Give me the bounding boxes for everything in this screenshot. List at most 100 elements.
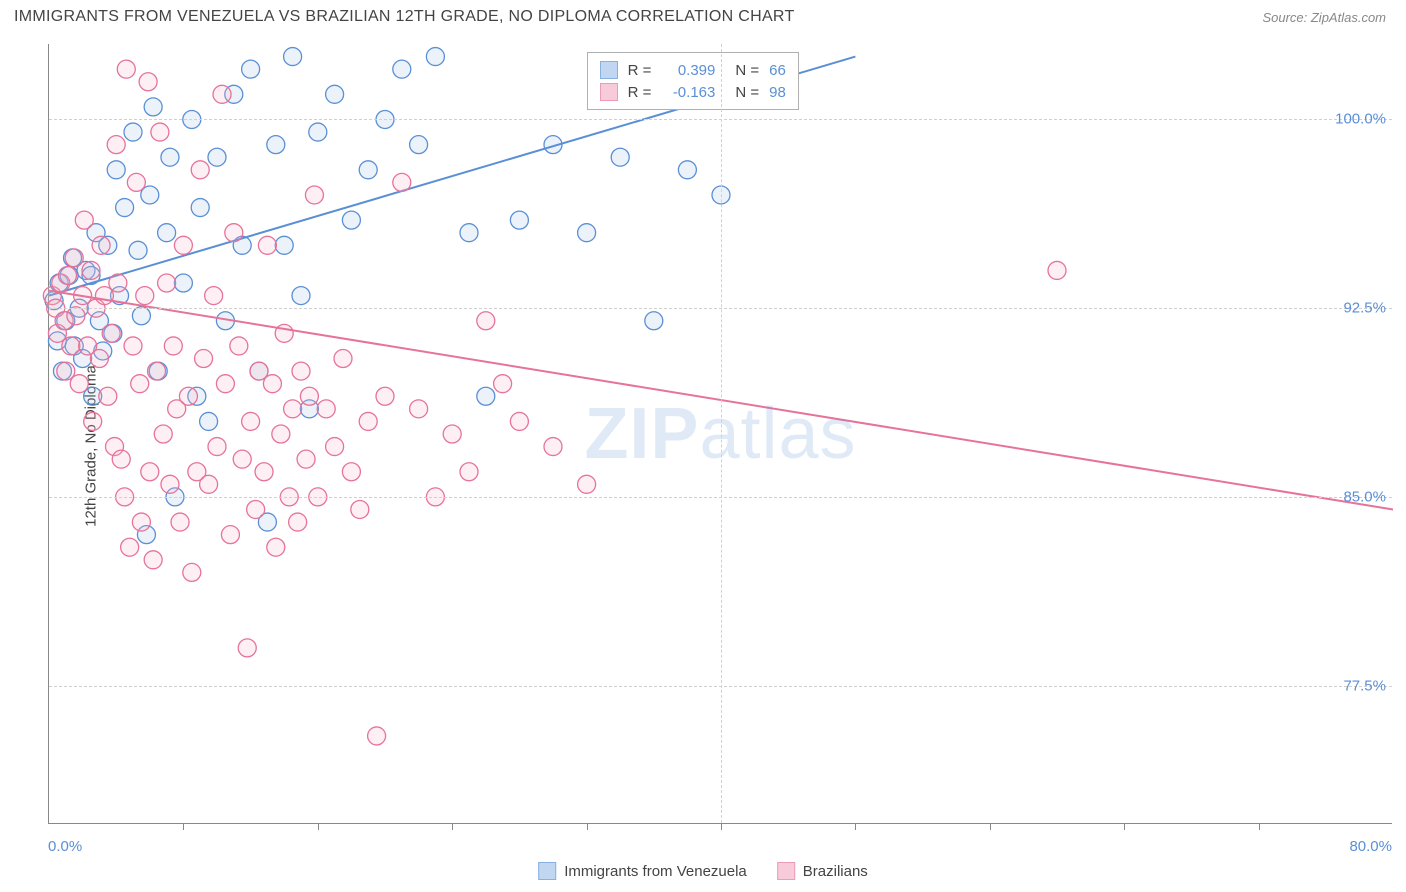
data-point-brazilians [141,463,159,481]
data-point-brazilians [139,73,157,91]
data-point-brazilians [124,337,142,355]
gridline-vertical [721,44,722,823]
chart-plot-area: ZIPatlas R =0.399N =66R =-0.163N =98 77.… [48,44,1392,824]
data-point-brazilians [376,387,394,405]
data-point-brazilians [326,438,344,456]
data-point-brazilians [195,350,213,368]
stats-r-value: 0.399 [661,62,715,79]
data-point-brazilians [67,307,85,325]
data-point-venezuela [116,199,134,217]
data-point-venezuela [393,60,411,78]
data-point-brazilians [510,412,528,430]
y-tick-label: 100.0% [1335,111,1386,128]
data-point-brazilians [62,337,80,355]
data-point-brazilians [112,450,130,468]
data-point-brazilians [117,60,135,78]
x-axis-max-label: 80.0% [1349,838,1392,855]
stats-r-value: -0.163 [661,84,715,101]
data-point-brazilians [154,425,172,443]
data-point-brazilians [82,261,100,279]
stats-n-value: 66 [769,62,786,79]
data-point-brazilians [136,287,154,305]
stats-r-label: R = [628,84,652,101]
data-point-venezuela [359,161,377,179]
data-point-venezuela [158,224,176,242]
data-point-brazilians [99,387,117,405]
legend-item-venezuela: Immigrants from Venezuela [538,862,747,880]
x-axis-min-label: 0.0% [48,838,82,855]
legend-item-brazilians: Brazilians [777,862,868,880]
data-point-brazilians [578,475,596,493]
data-point-venezuela [426,48,444,66]
data-point-brazilians [213,85,231,103]
data-point-brazilians [267,538,285,556]
stats-row-venezuela: R =0.399N =66 [600,59,786,81]
data-point-brazilians [230,337,248,355]
data-point-brazilians [109,274,127,292]
data-point-brazilians [292,362,310,380]
data-point-brazilians [1048,261,1066,279]
legend-bottom: Immigrants from Venezuela Brazilians [538,862,868,880]
stats-swatch-icon [600,61,618,79]
data-point-brazilians [183,563,201,581]
data-point-brazilians [263,375,281,393]
data-point-brazilians [342,463,360,481]
data-point-venezuela [275,236,293,254]
data-point-brazilians [70,375,88,393]
data-point-brazilians [121,538,139,556]
data-point-brazilians [334,350,352,368]
data-point-venezuela [510,211,528,229]
data-point-brazilians [247,500,265,518]
data-point-venezuela [107,161,125,179]
data-point-venezuela [208,148,226,166]
data-point-brazilians [272,425,290,443]
data-point-brazilians [393,173,411,191]
data-point-brazilians [284,400,302,418]
data-point-venezuela [292,287,310,305]
data-point-venezuela [200,412,218,430]
data-point-brazilians [477,312,495,330]
data-point-venezuela [144,98,162,116]
correlation-stats-box: R =0.399N =66R =-0.163N =98 [587,52,799,110]
data-point-venezuela [174,274,192,292]
data-point-venezuela [132,307,150,325]
data-point-brazilians [297,450,315,468]
chart-source: Source: ZipAtlas.com [1262,10,1386,25]
data-point-venezuela [124,123,142,141]
data-point-brazilians [158,274,176,292]
data-point-venezuela [129,241,147,259]
stats-row-brazilians: R =-0.163N =98 [600,81,786,103]
data-point-brazilians [102,324,120,342]
data-point-brazilians [58,266,76,284]
data-point-brazilians [238,639,256,657]
data-point-brazilians [75,211,93,229]
data-point-brazilians [144,551,162,569]
data-point-brazilians [131,375,149,393]
data-point-venezuela [161,148,179,166]
data-point-brazilians [151,123,169,141]
data-point-brazilians [205,287,223,305]
data-point-venezuela [284,48,302,66]
data-point-brazilians [258,236,276,254]
data-point-brazilians [460,463,478,481]
data-point-brazilians [171,513,189,531]
data-point-venezuela [242,60,260,78]
data-point-brazilians [84,412,102,430]
data-point-brazilians [216,375,234,393]
legend-swatch-icon [777,862,795,880]
data-point-brazilians [148,362,166,380]
data-point-venezuela [342,211,360,229]
data-point-brazilians [164,337,182,355]
x-tick [318,823,319,830]
data-point-venezuela [309,123,327,141]
x-tick [721,823,722,830]
data-point-brazilians [174,236,192,254]
data-point-brazilians [191,161,209,179]
data-point-venezuela [477,387,495,405]
data-point-brazilians [289,513,307,531]
data-point-venezuela [578,224,596,242]
y-tick-label: 92.5% [1343,300,1386,317]
data-point-brazilians [317,400,335,418]
legend-swatch-icon [538,862,556,880]
data-point-brazilians [200,475,218,493]
